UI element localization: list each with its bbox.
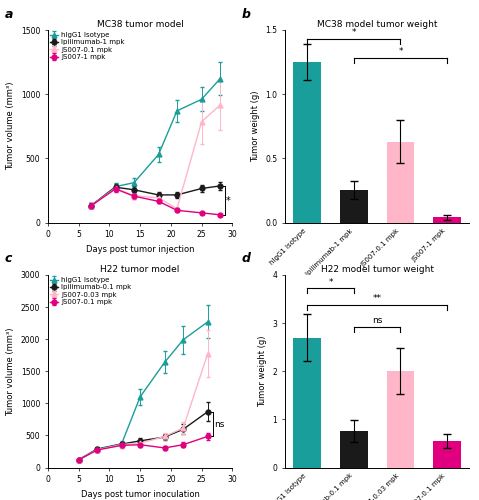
Text: ns: ns <box>215 420 225 428</box>
Title: MC38 tumor model: MC38 tumor model <box>97 20 183 29</box>
Text: d: d <box>242 252 251 266</box>
Text: **: ** <box>373 294 382 303</box>
X-axis label: Days post tumor injection: Days post tumor injection <box>86 244 194 254</box>
Bar <box>433 441 461 468</box>
Text: *: * <box>226 196 231 205</box>
Bar <box>340 432 368 468</box>
Title: H22 model tumor weight: H22 model tumor weight <box>321 265 433 274</box>
Bar <box>387 142 414 222</box>
Y-axis label: Tumor volume (mm³): Tumor volume (mm³) <box>6 327 15 416</box>
Title: H22 tumor model: H22 tumor model <box>101 265 180 274</box>
X-axis label: Days post tumor inoculation: Days post tumor inoculation <box>80 490 200 498</box>
Bar <box>433 218 461 222</box>
Legend: hIgG1 Isotype, Ipilimumab-1 mpk, JS007-0.1 mpk, JS007-1 mpk: hIgG1 Isotype, Ipilimumab-1 mpk, JS007-0… <box>49 32 125 61</box>
Title: MC38 model tumor weight: MC38 model tumor weight <box>317 20 437 29</box>
Text: *: * <box>329 278 333 286</box>
Bar <box>340 190 368 222</box>
Text: c: c <box>5 252 12 266</box>
Bar <box>293 62 321 222</box>
Y-axis label: Tumor weight (g): Tumor weight (g) <box>251 90 260 162</box>
Y-axis label: Tumor weight (g): Tumor weight (g) <box>258 336 267 407</box>
Text: *: * <box>398 48 403 56</box>
Text: ns: ns <box>372 316 382 325</box>
Bar <box>293 338 321 468</box>
Legend: hIgG1 Isotype, Ipilimumab-0.1 mpk, JS007-0.03 mpk, JS007-0.1 mpk: hIgG1 Isotype, Ipilimumab-0.1 mpk, JS007… <box>49 276 132 306</box>
Bar <box>387 371 414 468</box>
Y-axis label: Tumor volume (mm³): Tumor volume (mm³) <box>6 82 15 170</box>
Text: *: * <box>352 28 356 37</box>
Text: b: b <box>242 8 251 20</box>
Text: a: a <box>5 8 13 20</box>
